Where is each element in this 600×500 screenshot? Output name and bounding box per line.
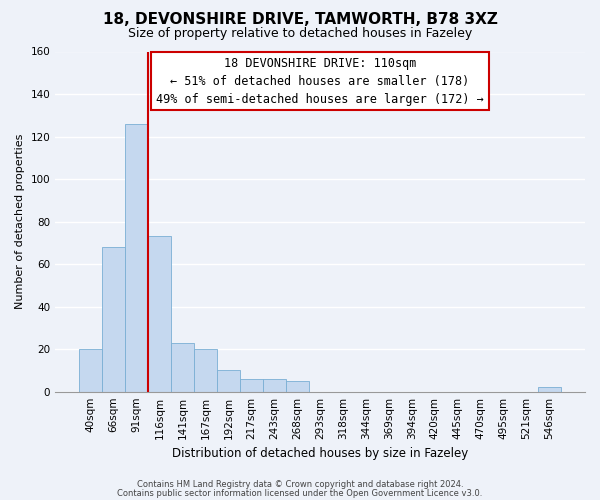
- Bar: [148, 236, 171, 392]
- Bar: [194, 349, 217, 392]
- Bar: [171, 343, 194, 392]
- X-axis label: Distribution of detached houses by size in Fazeley: Distribution of detached houses by size …: [172, 447, 468, 460]
- Bar: [125, 124, 148, 392]
- Bar: [286, 381, 308, 392]
- Bar: [79, 349, 102, 392]
- Text: Contains HM Land Registry data © Crown copyright and database right 2024.: Contains HM Land Registry data © Crown c…: [137, 480, 463, 489]
- Text: 18, DEVONSHIRE DRIVE, TAMWORTH, B78 3XZ: 18, DEVONSHIRE DRIVE, TAMWORTH, B78 3XZ: [103, 12, 497, 28]
- Text: Size of property relative to detached houses in Fazeley: Size of property relative to detached ho…: [128, 28, 472, 40]
- Bar: [263, 379, 286, 392]
- Text: 18 DEVONSHIRE DRIVE: 110sqm
← 51% of detached houses are smaller (178)
49% of se: 18 DEVONSHIRE DRIVE: 110sqm ← 51% of det…: [156, 56, 484, 106]
- Bar: [538, 388, 561, 392]
- Bar: [102, 247, 125, 392]
- Y-axis label: Number of detached properties: Number of detached properties: [15, 134, 25, 310]
- Text: Contains public sector information licensed under the Open Government Licence v3: Contains public sector information licen…: [118, 488, 482, 498]
- Bar: [240, 379, 263, 392]
- Bar: [217, 370, 240, 392]
